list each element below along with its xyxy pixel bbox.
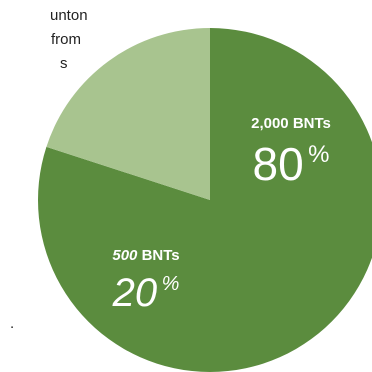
pie-slice-large bbox=[37, 28, 372, 372]
slice-small-amount: 500 bbox=[112, 247, 138, 264]
slice-large-amount: 2,000 bbox=[251, 115, 289, 132]
slice-large-unit: BNTs bbox=[293, 115, 331, 132]
slice-large-percent: 80 bbox=[253, 138, 304, 190]
text-fragment-1: unton bbox=[50, 7, 88, 24]
slice-small-percent-sign: % bbox=[162, 273, 180, 295]
trailing-period: . bbox=[10, 315, 14, 332]
svg-text:500 BNTs: 500 BNTs bbox=[112, 247, 179, 264]
text-fragment-2: from bbox=[51, 31, 81, 48]
slice-label-large: 2,000 BNTs 80 % bbox=[251, 115, 331, 190]
pie-slices bbox=[37, 28, 372, 372]
svg-text:80 %: 80 % bbox=[253, 138, 330, 190]
svg-text:2,000 BNTs: 2,000 BNTs bbox=[251, 115, 331, 132]
slice-label-small: 500 BNTs 20 % bbox=[112, 247, 180, 315]
slice-small-percent: 20 bbox=[112, 271, 158, 315]
svg-text:20 %: 20 % bbox=[112, 271, 180, 315]
pie-slice-small bbox=[46, 28, 211, 200]
slice-small-unit: BNTs bbox=[142, 247, 180, 264]
slice-large-percent-sign: % bbox=[308, 141, 329, 168]
text-fragment-3: s bbox=[60, 55, 68, 72]
